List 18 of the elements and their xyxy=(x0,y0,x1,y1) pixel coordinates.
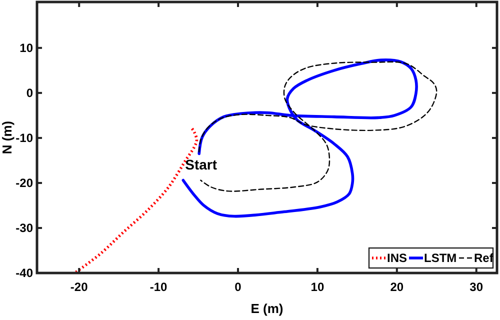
x-tick-label: 10 xyxy=(310,280,324,294)
x-tick-label: -20 xyxy=(70,280,88,294)
y-tick-label: -40 xyxy=(16,266,34,280)
y-tick-label: -20 xyxy=(16,176,34,190)
legend-label: LSTM xyxy=(424,251,457,266)
y-tick-label: -10 xyxy=(16,131,34,146)
y-tick-label: 0 xyxy=(26,86,34,100)
annotation: Start xyxy=(185,156,218,173)
y-axis-title: N (m) xyxy=(0,120,15,154)
y-tick-label: 10 xyxy=(20,41,34,56)
x-tick-label: 30 xyxy=(470,280,484,294)
legend-label: INS xyxy=(387,251,408,266)
y-tick-label: -30 xyxy=(16,221,34,236)
x-tick-label: 20 xyxy=(390,280,404,294)
x-tick-label: -10 xyxy=(150,280,168,294)
line-series xyxy=(182,58,418,218)
x-tick-label: 0 xyxy=(234,280,242,294)
x-axis-title: E (m) xyxy=(250,301,284,316)
